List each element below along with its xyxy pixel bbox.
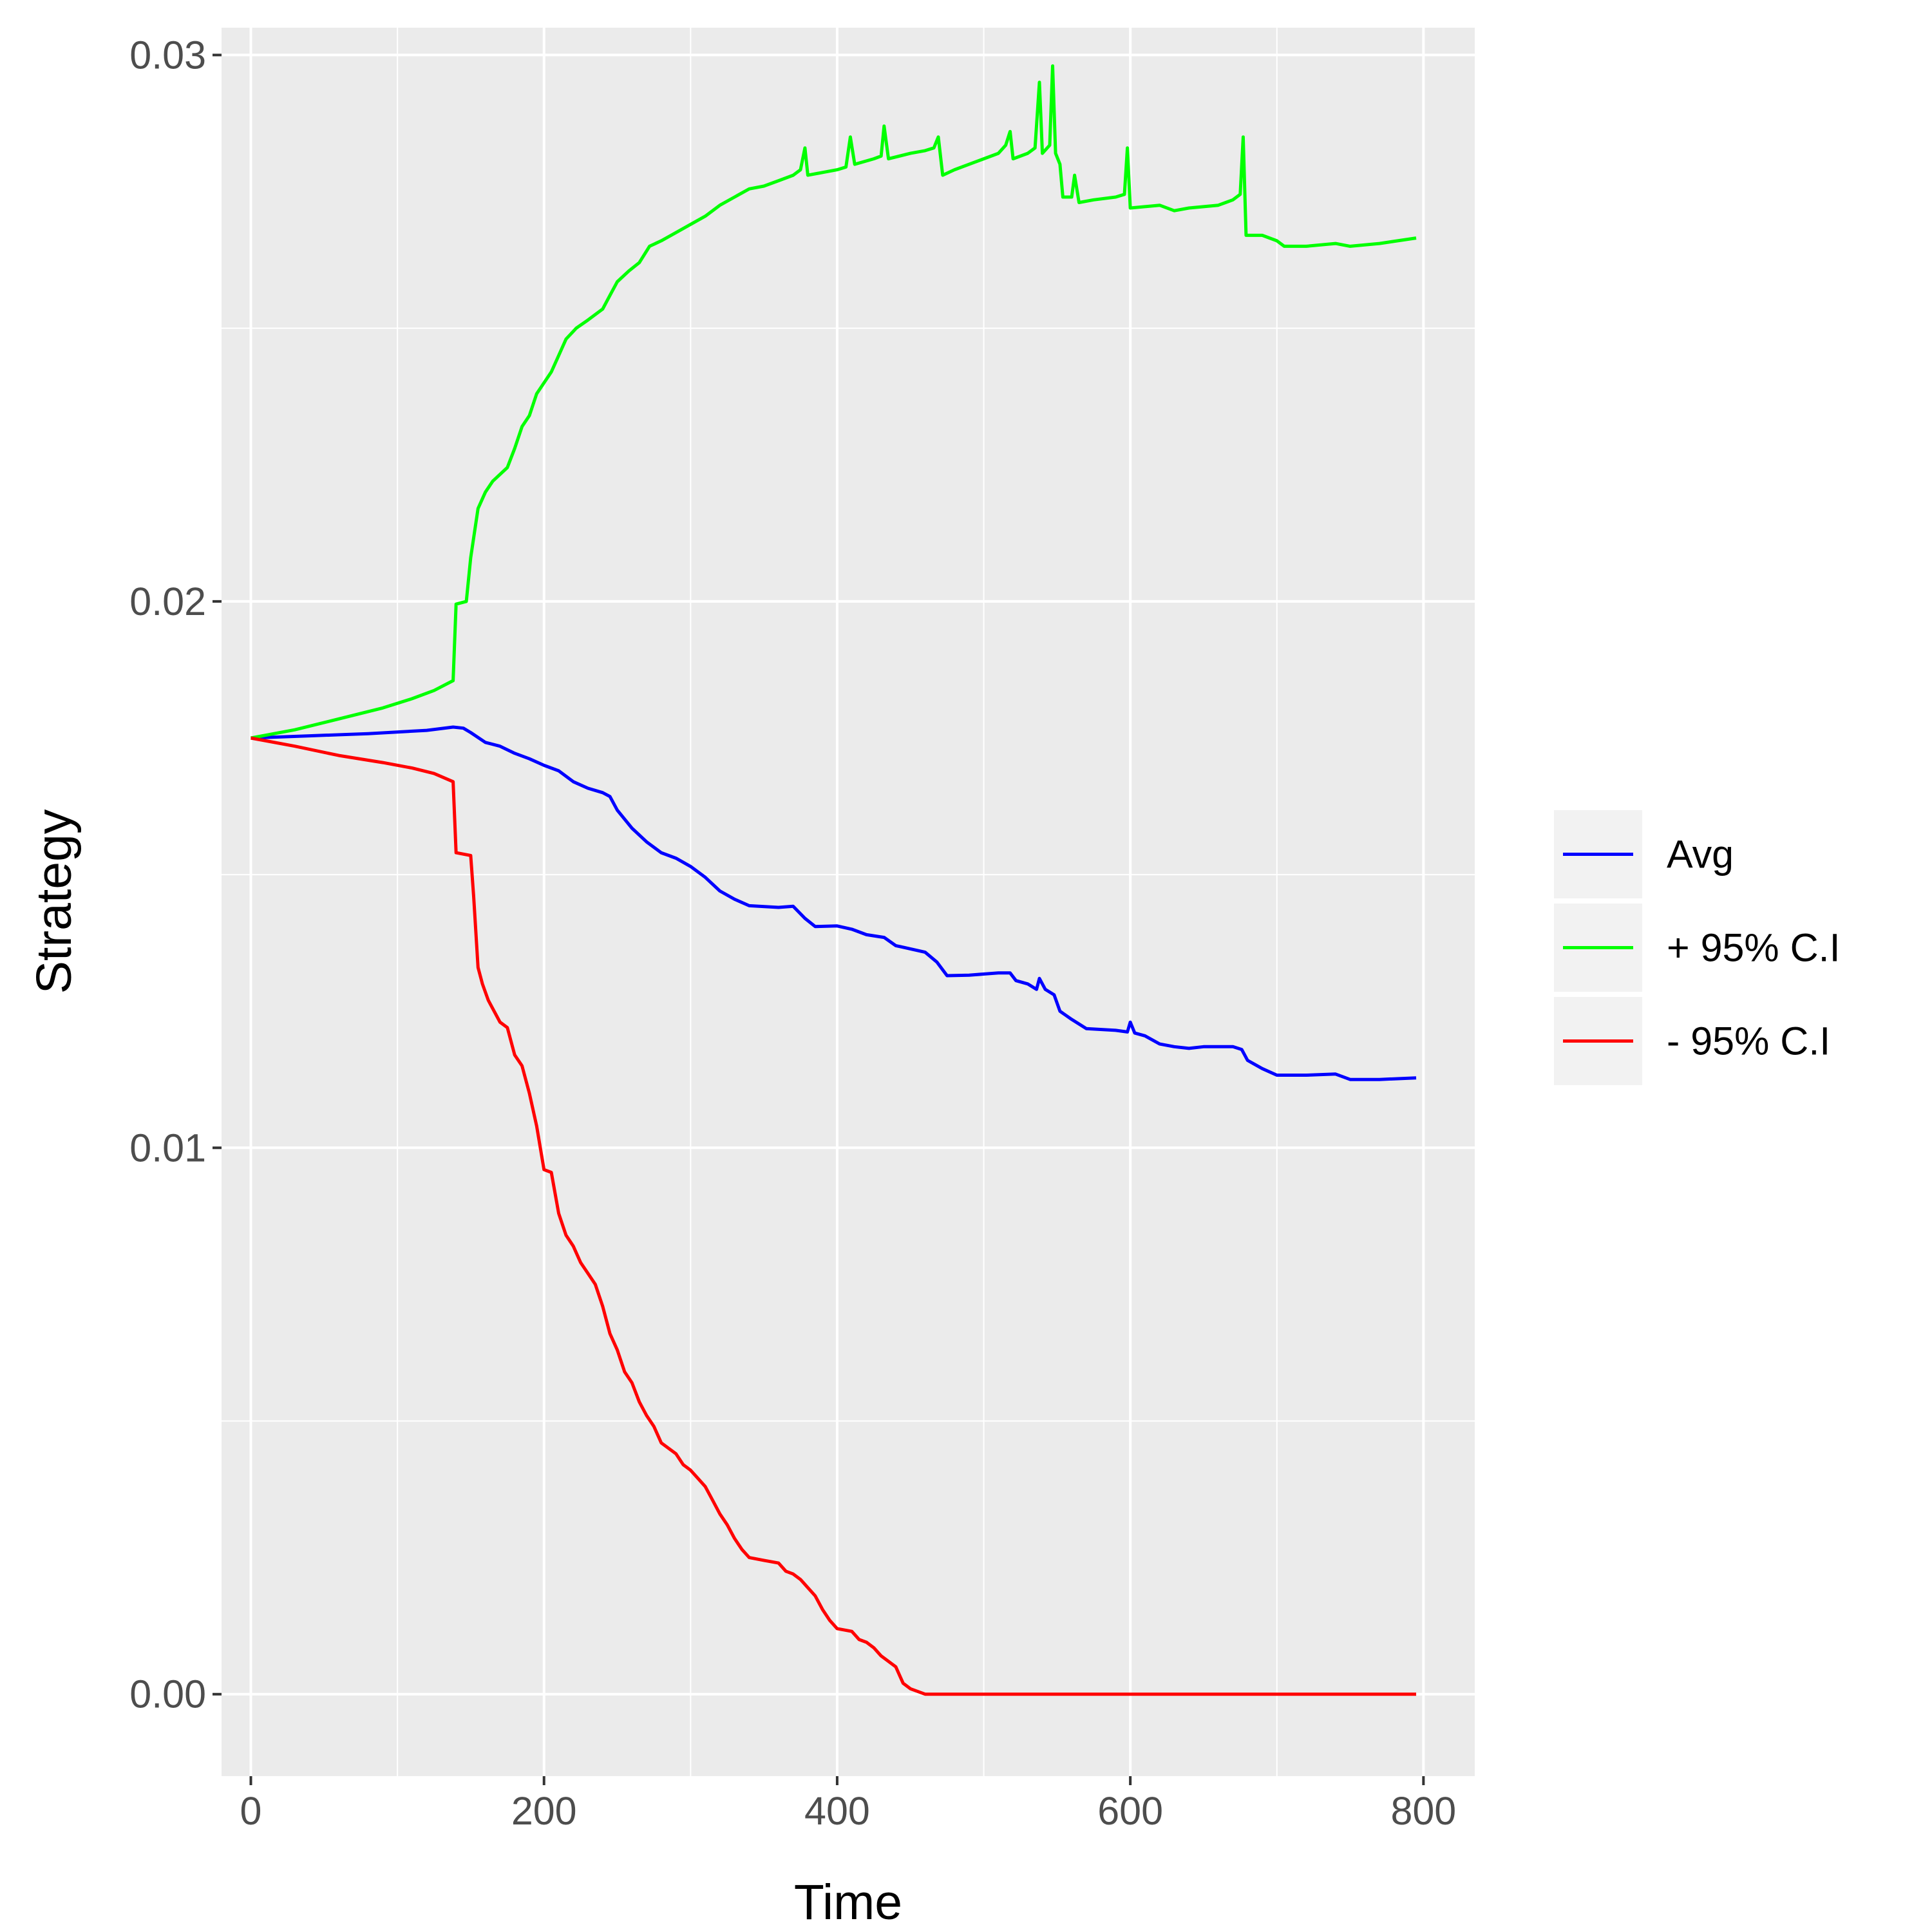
y-tick-label: 0.00	[129, 1672, 206, 1716]
y-axis-title: Strategy	[26, 809, 82, 994]
x-tick-label: 600	[1097, 1789, 1163, 1833]
legend-label: - 95% C.I	[1667, 1019, 1830, 1063]
series-line-avg	[251, 725, 1417, 1081]
y-tick-label: 0.02	[129, 580, 206, 623]
series-layer	[251, 64, 1417, 1696]
series-line-95-c-i	[251, 736, 1416, 1696]
x-tick-label: 400	[804, 1789, 870, 1833]
minor-gridlines	[222, 28, 1475, 1776]
plot-panel	[222, 28, 1475, 1776]
y-tick-label: 0.01	[129, 1126, 206, 1170]
series-line-95-c-i	[251, 64, 1417, 740]
legend-label: Avg	[1667, 833, 1734, 876]
y-tick-labels: 0.00 0.01 0.02 0.03	[129, 33, 206, 1716]
axis-ticks	[213, 53, 1425, 1785]
x-axis-title: Time	[794, 1875, 902, 1930]
y-tick-label: 0.03	[129, 33, 206, 77]
x-tick-label: 0	[240, 1789, 262, 1833]
x-tick-labels: 0 200 400 600 800	[240, 1789, 1457, 1833]
legend-label: + 95% C.I	[1667, 926, 1841, 970]
legend: Avg + 95% C.I - 95% C.I	[1554, 810, 1841, 1085]
x-tick-label: 200	[511, 1789, 577, 1833]
x-tick-label: 800	[1390, 1789, 1456, 1833]
